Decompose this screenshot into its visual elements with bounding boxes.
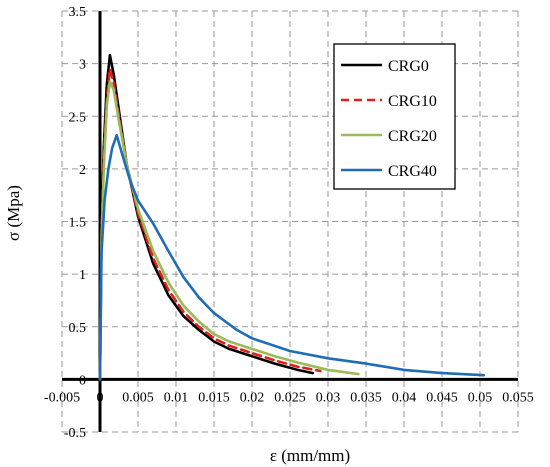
y-axis-label: σ (Mpa) (4, 185, 23, 241)
x-tick-label: 0.045 (426, 390, 458, 405)
x-tick-label: 0.005 (122, 390, 154, 405)
legend-label-crg20: CRG20 (388, 128, 437, 145)
y-tick-label: 3 (79, 58, 86, 73)
legend-label-crg10: CRG10 (388, 93, 437, 110)
y-tick-label: 3.5 (69, 5, 87, 20)
x-tick-label: 0.055 (502, 390, 534, 405)
x-axis-label: ε (mm/mm) (270, 446, 350, 465)
series-line-crg0 (98, 53, 315, 381)
x-tick-label: 0.035 (350, 390, 382, 405)
legend-box (333, 43, 456, 190)
x-tick-label: 0.03 (316, 390, 341, 405)
y-tick-label: 0 (79, 373, 86, 388)
legend: CRG0 CRG10 CRG20 CRG40 (333, 43, 456, 190)
legend-items: CRG0 CRG10 CRG20 CRG40 (341, 58, 437, 180)
x-tick-label: -0.005 (44, 390, 80, 405)
y-tick-label: -0.5 (64, 426, 86, 441)
legend-label-crg40: CRG40 (388, 163, 437, 180)
tick-labels: -0.005 0 0.005 0.01 0.015 0.02 0.025 0.03 0.035 0… (44, 5, 534, 441)
x-tick-label: 0 (97, 390, 104, 405)
y-tick-label: 2 (79, 163, 86, 178)
legend-label-crg0: CRG0 (388, 58, 429, 75)
data-series (98, 53, 486, 381)
y-tick-label: 1.5 (69, 216, 87, 231)
x-tick-label: 0.025 (274, 390, 306, 405)
series-line-crg10 (98, 67, 322, 381)
series-line-crg20 (98, 80, 360, 381)
x-tick-label: 0.02 (240, 390, 265, 405)
x-tick-label: 0.05 (468, 390, 493, 405)
y-tick-label: 1 (79, 268, 86, 283)
x-tick-label: 0.015 (198, 390, 230, 405)
y-tick-label: 2.5 (69, 110, 87, 125)
series-line-crg40 (98, 133, 486, 381)
y-tick-label: 0.5 (69, 321, 87, 336)
x-tick-label: 0.04 (392, 390, 417, 405)
x-tick-label: 0.01 (164, 390, 189, 405)
